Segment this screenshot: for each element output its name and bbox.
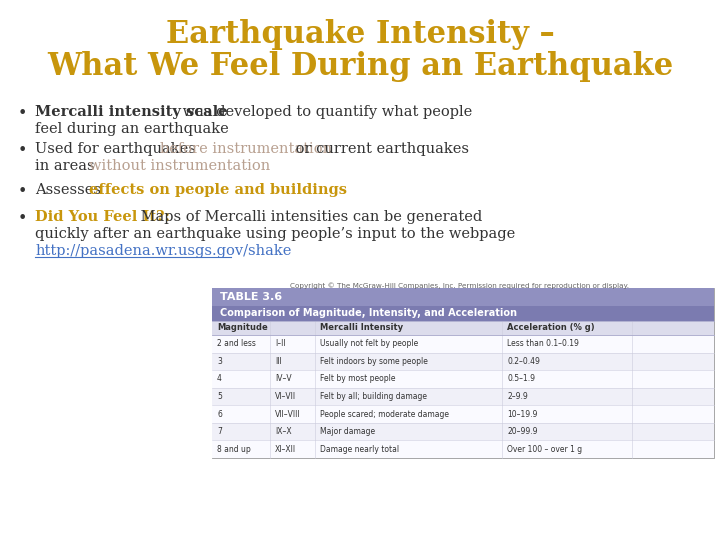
Text: III: III (275, 357, 282, 366)
Text: Maps of Mercalli intensities can be generated: Maps of Mercalli intensities can be gene… (136, 210, 482, 224)
Text: Mercalli Intensity: Mercalli Intensity (320, 323, 403, 333)
Text: 2 and less: 2 and less (217, 339, 256, 348)
Text: •: • (18, 183, 27, 200)
Text: 5: 5 (217, 392, 222, 401)
Text: 3: 3 (217, 357, 222, 366)
Text: http://pasadena.wr.usgs.gov/shake: http://pasadena.wr.usgs.gov/shake (35, 244, 292, 258)
Text: Copyright © The McGraw-Hill Companies, Inc. Permission required for reproduction: Copyright © The McGraw-Hill Companies, I… (290, 282, 629, 289)
Text: I–II: I–II (275, 339, 286, 348)
Text: or current earthquakes: or current earthquakes (291, 142, 469, 156)
Text: Major damage: Major damage (320, 427, 375, 436)
Text: quickly after an earthquake using people’s input to the webpage: quickly after an earthquake using people… (35, 227, 516, 241)
Text: feel during an earthquake: feel during an earthquake (35, 122, 229, 136)
Text: Less than 0.1–0.19: Less than 0.1–0.19 (507, 339, 579, 348)
Text: Felt by most people: Felt by most people (320, 374, 395, 383)
Text: Felt by all; building damage: Felt by all; building damage (320, 392, 427, 401)
Text: People scared; moderate damage: People scared; moderate damage (320, 409, 449, 418)
Text: XI–XII: XI–XII (275, 445, 296, 454)
FancyBboxPatch shape (212, 370, 714, 388)
FancyBboxPatch shape (212, 441, 714, 458)
Text: •: • (18, 105, 27, 122)
Text: •: • (18, 210, 27, 227)
Text: in areas: in areas (35, 159, 99, 173)
FancyBboxPatch shape (212, 406, 714, 423)
Text: 10–19.9: 10–19.9 (507, 409, 537, 418)
FancyBboxPatch shape (212, 388, 714, 406)
Text: Did You Feel It?:: Did You Feel It?: (35, 210, 170, 224)
Text: Used for earthquakes: Used for earthquakes (35, 142, 200, 156)
Text: 0.5–1.9: 0.5–1.9 (507, 374, 535, 383)
Text: Magnitude: Magnitude (217, 323, 268, 333)
Text: Earthquake Intensity –: Earthquake Intensity – (166, 19, 554, 51)
Text: 6: 6 (217, 409, 222, 418)
FancyBboxPatch shape (212, 288, 714, 306)
Text: 4: 4 (217, 374, 222, 383)
Text: effects on people and buildings: effects on people and buildings (89, 183, 346, 197)
Text: VI–VII: VI–VII (275, 392, 296, 401)
FancyBboxPatch shape (212, 321, 714, 335)
Text: 0.2–0.49: 0.2–0.49 (507, 357, 540, 366)
Text: VII–VIII: VII–VIII (275, 409, 301, 418)
Text: •: • (18, 142, 27, 159)
Text: TABLE 3.6: TABLE 3.6 (220, 292, 282, 302)
Text: Usually not felt by people: Usually not felt by people (320, 339, 418, 348)
Text: Damage nearly total: Damage nearly total (320, 445, 399, 454)
Text: before instrumentation: before instrumentation (160, 142, 332, 156)
Text: 2–9.9: 2–9.9 (507, 392, 528, 401)
Text: Comparison of Magnitude, Intensity, and Acceleration: Comparison of Magnitude, Intensity, and … (220, 308, 517, 319)
Text: IV–V: IV–V (275, 374, 292, 383)
Text: Mercalli intensity scale: Mercalli intensity scale (35, 105, 228, 119)
Text: was developed to quantify what people: was developed to quantify what people (178, 105, 472, 119)
Text: What We Feel During an Earthquake: What We Feel During an Earthquake (47, 51, 673, 83)
Text: without instrumentation: without instrumentation (89, 159, 270, 173)
FancyBboxPatch shape (212, 423, 714, 441)
Text: 8 and up: 8 and up (217, 445, 251, 454)
Text: IX–X: IX–X (275, 427, 292, 436)
Text: 20–99.9: 20–99.9 (507, 427, 538, 436)
FancyBboxPatch shape (212, 306, 714, 321)
FancyBboxPatch shape (212, 335, 714, 353)
Text: Felt indoors by some people: Felt indoors by some people (320, 357, 428, 366)
FancyBboxPatch shape (212, 288, 714, 458)
Text: Assesses: Assesses (35, 183, 106, 197)
Text: Acceleration (% g): Acceleration (% g) (507, 323, 595, 333)
Text: 7: 7 (217, 427, 222, 436)
Text: Over 100 – over 1 g: Over 100 – over 1 g (507, 445, 582, 454)
FancyBboxPatch shape (212, 353, 714, 370)
